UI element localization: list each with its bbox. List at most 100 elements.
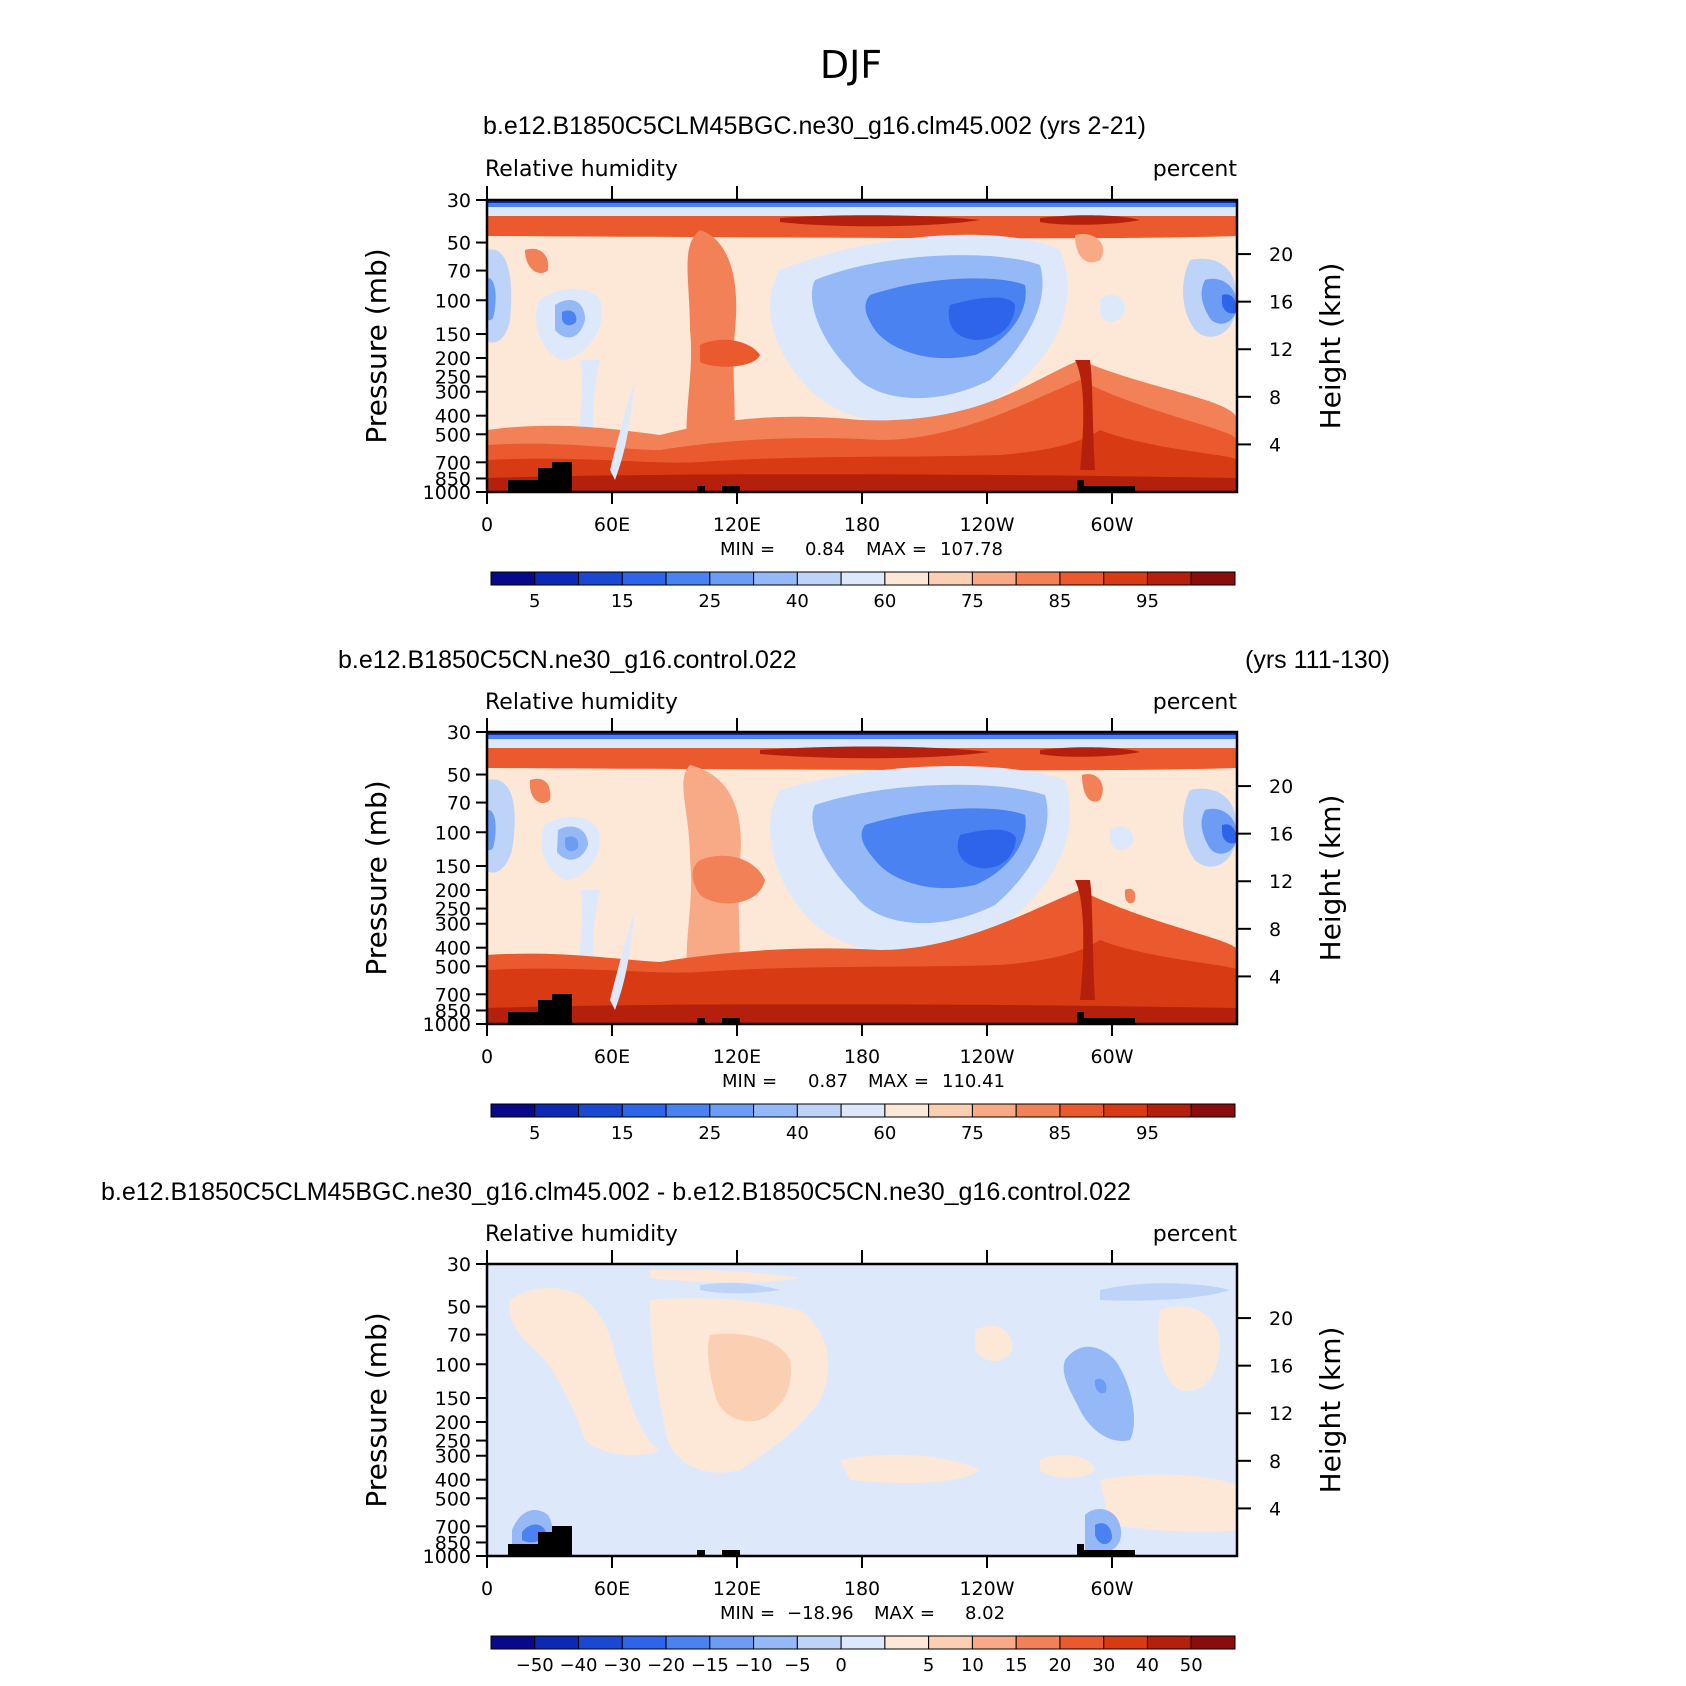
colorbar-swatch bbox=[840, 1635, 886, 1650]
colorbar-label: −50 bbox=[516, 1655, 554, 1676]
y-tick-label: 100 bbox=[435, 822, 471, 844]
panel-1-max-label: MAX = bbox=[866, 539, 927, 560]
y-tick-label: 700 bbox=[435, 452, 471, 474]
colorbar-swatch bbox=[1059, 571, 1105, 586]
panel-2-title-left: b.e12.B1850C5CN.ne30_g16.control.022 bbox=[338, 646, 797, 674]
colorbar-swatch bbox=[796, 1635, 842, 1650]
colorbar-label: 40 bbox=[786, 591, 809, 612]
colorbar-swatch bbox=[534, 1635, 580, 1650]
y-tick-label: 70 bbox=[447, 1325, 471, 1347]
y-tick-label: 1000 bbox=[423, 1546, 471, 1568]
panel-3-contour-field bbox=[487, 1264, 1237, 1556]
colorbar-swatch bbox=[665, 1103, 711, 1118]
colorbar-label: 85 bbox=[1048, 1123, 1071, 1144]
colorbar-swatch bbox=[796, 571, 842, 586]
panel-3-min-value: −18.96 bbox=[787, 1603, 854, 1624]
colorbar-label: 30 bbox=[1092, 1655, 1115, 1676]
height-tick-label: 20 bbox=[1269, 776, 1293, 798]
colorbar-swatch bbox=[1146, 571, 1192, 586]
colorbar-swatch bbox=[928, 1635, 973, 1650]
y-tick-label: 150 bbox=[435, 1388, 471, 1410]
colorbar-swatch bbox=[840, 571, 886, 586]
panel-3-colorbar: −50 −40 −30 −20 −15 −10 −5 0 5 10 15 20 30 40 50 bbox=[490, 1635, 1236, 1676]
y-tick-label: 250 bbox=[435, 1431, 471, 1453]
colorbar-label: −40 bbox=[560, 1655, 598, 1676]
y-tick-label: 850 bbox=[435, 468, 471, 490]
x-tick-label: 120W bbox=[959, 514, 1014, 536]
x-tick-label: 120E bbox=[713, 514, 761, 536]
panel-1-x-axis: 0 60E 120E 180 120W 60W bbox=[481, 186, 1134, 536]
colorbar-label: 15 bbox=[611, 1123, 634, 1144]
height-tick-label: 12 bbox=[1269, 1403, 1293, 1425]
y-tick-label: 1000 bbox=[423, 482, 471, 504]
x-tick-label: 60W bbox=[1091, 514, 1134, 536]
panel-3-ylabel-right: Height (km) bbox=[1314, 1327, 1347, 1494]
colorbar-label: 10 bbox=[961, 1655, 984, 1676]
panel-3-title: b.e12.B1850C5CLM45BGC.ne30_g16.clm45.002… bbox=[101, 1178, 1131, 1206]
y-tick-label: 500 bbox=[435, 1488, 471, 1510]
colorbar-label: 85 bbox=[1048, 591, 1071, 612]
colorbar-swatch bbox=[534, 571, 580, 586]
panel-2: b.e12.B1850C5CN.ne30_g16.control.022 (yr… bbox=[338, 646, 1390, 1144]
y-tick-label: 300 bbox=[435, 382, 471, 404]
height-tick-label: 8 bbox=[1269, 919, 1281, 941]
y-tick-label: 500 bbox=[435, 424, 471, 446]
panel-3-max-value: 8.02 bbox=[965, 1603, 1005, 1624]
height-tick-label: 16 bbox=[1269, 292, 1293, 314]
colorbar-swatch bbox=[1015, 1635, 1061, 1650]
colorbar-label: 60 bbox=[873, 591, 896, 612]
colorbar-swatch bbox=[534, 1103, 580, 1118]
y-tick-label: 70 bbox=[447, 793, 471, 815]
colorbar-swatch bbox=[928, 1103, 973, 1118]
y-tick-label: 850 bbox=[435, 1532, 471, 1554]
panel-1-height-axis: 20 16 12 8 4 bbox=[1237, 244, 1293, 456]
panel-1-subtitle-right: percent bbox=[1153, 157, 1238, 182]
panel-2-subtitle-left: Relative humidity bbox=[485, 690, 678, 715]
y-tick-label: 30 bbox=[447, 190, 471, 212]
y-tick-label: 100 bbox=[435, 1354, 471, 1376]
y-tick-label: 500 bbox=[435, 956, 471, 978]
y-tick-label: 400 bbox=[435, 406, 471, 428]
colorbar-label: 25 bbox=[698, 591, 721, 612]
panel-2-ylabel: Pressure (mb) bbox=[360, 780, 393, 975]
panel-1-min-value: 0.84 bbox=[805, 539, 845, 560]
colorbar-label: 5 bbox=[529, 591, 540, 612]
colorbar-label: 60 bbox=[873, 1123, 896, 1144]
panel-1-title: b.e12.B1850C5CLM45BGC.ne30_g16.clm45.002… bbox=[483, 112, 1146, 140]
x-tick-label: 60W bbox=[1091, 1046, 1134, 1068]
colorbar-label: 75 bbox=[961, 591, 984, 612]
colorbar-swatch bbox=[884, 571, 930, 586]
y-tick-label: 200 bbox=[435, 1412, 471, 1434]
colorbar-label: 95 bbox=[1136, 1123, 1159, 1144]
colorbar-swatch bbox=[1146, 1635, 1192, 1650]
panel-3: b.e12.B1850C5CLM45BGC.ne30_g16.clm45.002… bbox=[101, 1178, 1347, 1676]
y-tick-label: 50 bbox=[447, 765, 471, 787]
height-tick-label: 4 bbox=[1269, 434, 1281, 456]
panel-2-height-axis: 20 16 12 8 4 bbox=[1237, 776, 1293, 988]
colorbar-swatch bbox=[1103, 571, 1148, 586]
height-tick-label: 8 bbox=[1269, 1451, 1281, 1473]
panel-3-x-axis: 0 60E 120E 180 120W 60W bbox=[481, 1250, 1134, 1600]
colorbar-swatch bbox=[1015, 1103, 1061, 1118]
panel-3-height-axis: 20 16 12 8 4 bbox=[1237, 1308, 1293, 1520]
colorbar-swatch bbox=[1146, 1103, 1192, 1118]
panel-2-title-right: (yrs 111-130) bbox=[1245, 646, 1390, 674]
figure-title: DJF bbox=[820, 43, 882, 87]
colorbar-swatch bbox=[1015, 571, 1061, 586]
colorbar-swatch bbox=[1190, 1635, 1236, 1650]
colorbar-swatch bbox=[971, 1635, 1017, 1650]
colorbar-label: 5 bbox=[529, 1123, 540, 1144]
colorbar-swatch bbox=[1103, 1635, 1148, 1650]
x-tick-label: 0 bbox=[481, 1578, 493, 1600]
y-tick-label: 200 bbox=[435, 880, 471, 902]
x-tick-label: 180 bbox=[844, 1578, 880, 1600]
x-tick-label: 0 bbox=[481, 514, 493, 536]
colorbar-swatch bbox=[1190, 1103, 1236, 1118]
y-tick-label: 150 bbox=[435, 324, 471, 346]
height-tick-label: 20 bbox=[1269, 244, 1293, 266]
panel-1-max-value: 107.78 bbox=[940, 539, 1003, 560]
colorbar-swatch bbox=[490, 571, 536, 586]
x-tick-label: 60W bbox=[1091, 1578, 1134, 1600]
